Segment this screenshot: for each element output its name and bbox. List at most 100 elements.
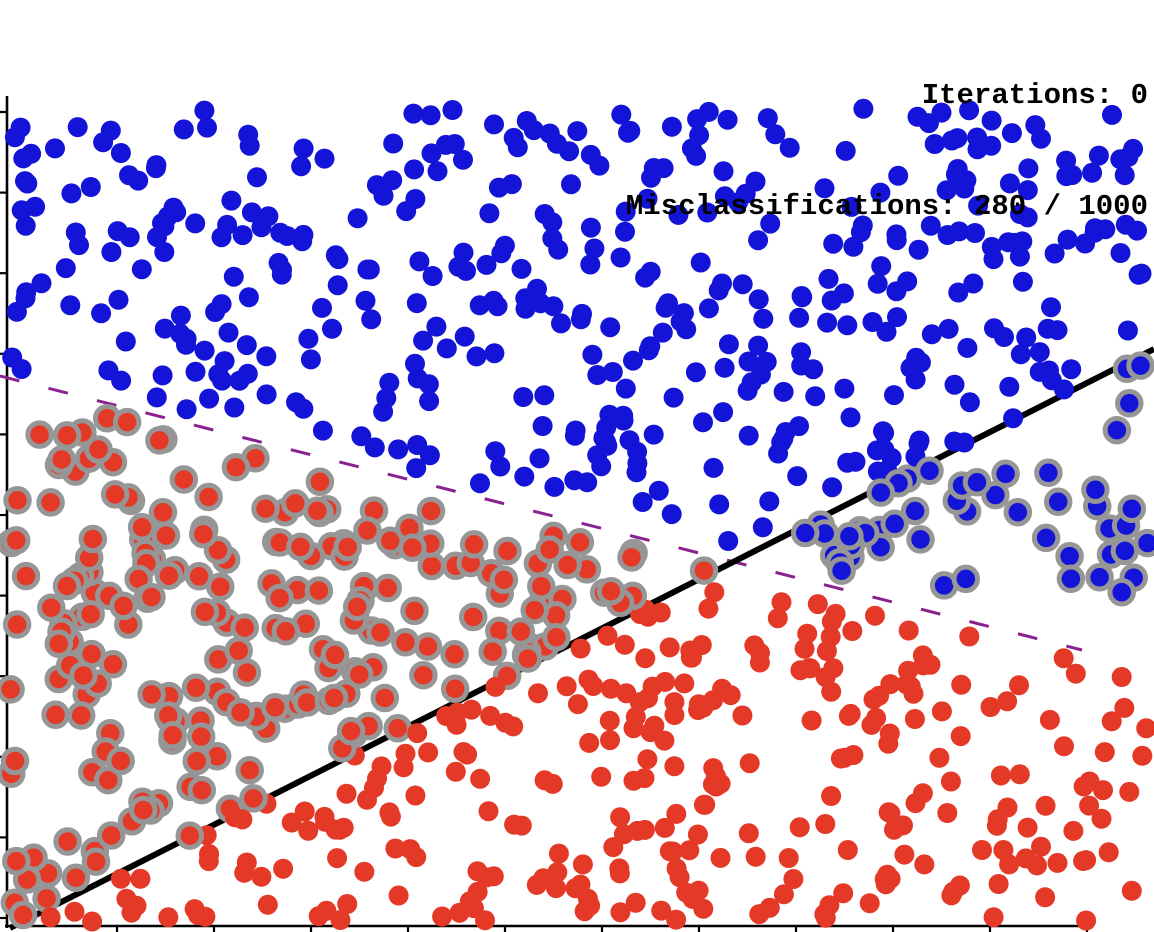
scatter-point-misclassified (187, 775, 217, 805)
scatter-point (759, 491, 780, 512)
scatter-point (1035, 887, 1056, 908)
scatter-point (101, 242, 122, 262)
scatter-point (567, 694, 588, 715)
scatter-point (357, 259, 378, 280)
scatter-point (131, 259, 152, 280)
scatter-point (702, 774, 723, 795)
scatter-point (807, 594, 828, 615)
scatter-point-misclassified (553, 550, 582, 580)
scatter-point (1121, 880, 1142, 901)
scatter-point (997, 691, 1018, 712)
scatter-point (817, 312, 838, 333)
scatter-point (327, 848, 348, 869)
scatter-point (627, 441, 648, 462)
scatter-point-misclassified (44, 629, 74, 659)
scatter-point-misclassified (52, 421, 82, 450)
scatter-point-misclassified (459, 530, 489, 559)
scatter-point (491, 243, 512, 264)
scatter-point (445, 761, 466, 782)
scatter-point (840, 407, 861, 428)
scatter-point (859, 893, 880, 914)
scatter-point-misclassified (145, 426, 174, 455)
scatter-point (478, 801, 499, 822)
scatter-point (909, 430, 930, 451)
scatter-point (479, 203, 500, 224)
scatter-point (870, 182, 891, 203)
scatter-point (469, 295, 490, 316)
scatter-point (735, 183, 756, 204)
scatter-point (110, 143, 131, 163)
scatter-point (801, 710, 822, 731)
scatter-point-misclassified (1126, 351, 1154, 380)
scatter-point-misclassified (25, 420, 54, 449)
scatter-point (17, 173, 38, 194)
scatter-point (637, 188, 658, 209)
scatter-point (1047, 320, 1068, 341)
scatter-point (580, 254, 601, 275)
scatter-point (981, 110, 1002, 131)
scatter-point (805, 386, 826, 407)
scatter-point (418, 742, 439, 763)
scatter-point (199, 388, 220, 409)
scatter-point (1082, 162, 1103, 183)
scatter-point (65, 222, 86, 243)
scatter-point (874, 423, 895, 443)
scatter-point (515, 298, 536, 319)
scatter-point (251, 866, 272, 887)
scatter-point (632, 492, 653, 512)
scatter-point (787, 466, 808, 487)
scatter-point (698, 598, 719, 619)
scatter-point (544, 476, 565, 497)
scatter-point (406, 458, 427, 479)
scatter-point-misclassified (1056, 564, 1086, 594)
scatter-point (1012, 271, 1033, 292)
scatter-point (947, 128, 968, 149)
scatter-point (1056, 166, 1077, 187)
scatter-point (185, 213, 206, 234)
scatter-point (741, 372, 762, 393)
scatter-point (1110, 243, 1131, 263)
scatter-point-misclassified (190, 597, 220, 627)
scatter-point-misclassified (61, 863, 91, 892)
scatter-point-misclassified (226, 698, 255, 727)
scatter-point (195, 906, 216, 927)
scatter-point (738, 351, 759, 372)
scatter-point (357, 789, 377, 810)
scatter-point (634, 768, 655, 789)
scatter-point (679, 840, 700, 861)
scatter-point (1054, 736, 1074, 757)
scatter-point-misclassified (1055, 541, 1084, 571)
scatter-point (354, 861, 375, 882)
scatter-point (405, 785, 426, 806)
scatter-point-misclassified (478, 637, 507, 666)
scatter-point-misclassified (194, 482, 223, 512)
scatter-point (578, 669, 599, 690)
scatter-point (837, 840, 858, 860)
scatter-point (406, 293, 427, 314)
scatter-point (234, 862, 255, 883)
scatter-point (940, 771, 961, 792)
scatter-point (821, 681, 842, 702)
scatter-point (821, 786, 842, 806)
scatter-point-misclassified (319, 683, 349, 713)
scatter-point (237, 363, 258, 384)
scatter-point (936, 180, 957, 201)
scatter-point-misclassified (81, 847, 111, 876)
scatter-point (1057, 229, 1078, 250)
scatter-point (659, 841, 680, 862)
scatter-point (388, 885, 409, 906)
scatter-point-misclassified (689, 556, 719, 585)
scatter-point (797, 623, 818, 644)
scatter-point-misclassified (398, 533, 427, 562)
scatter-point (409, 251, 430, 272)
scatter-point (713, 402, 734, 423)
scatter-point (580, 217, 601, 238)
scatter-point-misclassified (320, 640, 350, 670)
scatter-point (449, 902, 470, 923)
scatter-point-misclassified (96, 821, 126, 850)
scatter-point (912, 645, 933, 666)
scatter-point (40, 907, 61, 928)
scatter-point (467, 881, 488, 902)
scatter-point (574, 901, 595, 922)
